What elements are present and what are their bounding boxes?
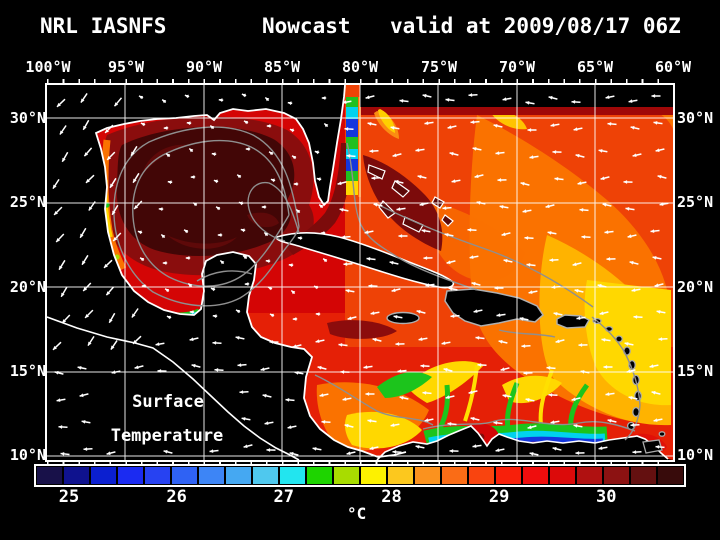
wind-vectors-layer xyxy=(52,92,669,456)
colorbar-cell xyxy=(415,467,440,484)
colorbar-cell xyxy=(334,467,359,484)
colorbar-cell xyxy=(64,467,89,484)
contour-layer xyxy=(113,126,641,441)
colorbar-cell xyxy=(118,467,143,484)
grid-layer xyxy=(47,85,673,460)
colorbar-cell xyxy=(631,467,656,484)
colorbar-tick: 25 xyxy=(58,487,80,507)
lat-tick: 25°N xyxy=(677,193,714,211)
lon-tick: 85°W xyxy=(263,58,301,76)
lat-tick: 25°N xyxy=(9,193,46,211)
model-name: NRL IASNFS xyxy=(40,14,167,38)
gulf-caribbean-coastline xyxy=(94,85,407,458)
colorbar-cell xyxy=(307,467,332,484)
minor-ticks-bottom xyxy=(47,461,673,466)
colorbar-cell xyxy=(91,467,116,484)
product-name: Nowcast xyxy=(262,14,351,38)
sst-map: Surface Temperature xyxy=(45,83,675,462)
minor-ticks-top xyxy=(47,79,673,84)
pacific-coastline xyxy=(47,316,300,460)
colorbar-cell xyxy=(442,467,467,484)
colorbar-cell xyxy=(280,467,305,484)
colorbar-tick: 27 xyxy=(273,487,294,507)
lon-tick: 80°W xyxy=(341,58,379,76)
lat-tick: 20°N xyxy=(677,278,714,296)
colorbar-unit: °C xyxy=(347,504,367,523)
lat-tick: 10°N xyxy=(677,446,714,464)
lon-tick: 60°W xyxy=(654,58,692,76)
overlay-label-temperature: Temperature xyxy=(110,426,224,446)
south-america-coastline xyxy=(376,425,669,460)
colorbar-labels: 25 26 27 28 29 30 xyxy=(38,487,683,507)
lon-tick: 70°W xyxy=(498,58,536,76)
valid-time: valid at 2009/08/17 06Z xyxy=(390,14,681,38)
colorbar-cells xyxy=(34,464,686,487)
colorbar-cell xyxy=(550,467,575,484)
overlay-label-surface: Surface xyxy=(132,392,204,412)
lat-tick: 30°N xyxy=(9,109,46,127)
jamaica-island xyxy=(386,311,420,325)
lon-tick: 90°W xyxy=(185,58,223,76)
colorbar-cell xyxy=(253,467,278,484)
colorbar-cell xyxy=(469,467,494,484)
bahamas-islands xyxy=(367,164,454,233)
colorbar-cell xyxy=(37,467,62,484)
colorbar-cell xyxy=(199,467,224,484)
colorbar-cell xyxy=(361,467,386,484)
lat-tick: 10°N xyxy=(9,446,46,464)
colorbar-tick: 30 xyxy=(595,487,617,507)
lon-tick: 100°W xyxy=(25,58,71,76)
trinidad-island xyxy=(642,439,663,454)
colorbar-cell xyxy=(577,467,602,484)
hispaniola-island xyxy=(444,288,544,327)
colorbar-cell xyxy=(523,467,548,484)
colorbar-cell xyxy=(604,467,629,484)
colorbar-tick: 28 xyxy=(381,487,402,507)
lat-tick: 15°N xyxy=(9,362,46,380)
colorbar-cell xyxy=(388,467,413,484)
lat-tick: 20°N xyxy=(9,278,46,296)
colorbar-cell xyxy=(226,467,251,484)
colorbar-tick: 26 xyxy=(166,487,187,507)
colorbar-cell xyxy=(496,467,521,484)
colorbar-cell xyxy=(658,467,683,484)
lat-tick: 30°N xyxy=(677,109,714,127)
lon-tick: 95°W xyxy=(107,58,145,76)
lon-tick: 75°W xyxy=(420,58,458,76)
colorbar-cell xyxy=(145,467,170,484)
colorbar-tick: 29 xyxy=(488,487,510,507)
sst-map-canvas xyxy=(47,85,673,460)
colorbar-cell xyxy=(172,467,197,484)
lon-tick: 65°W xyxy=(576,58,614,76)
lat-tick: 15°N xyxy=(677,362,714,380)
